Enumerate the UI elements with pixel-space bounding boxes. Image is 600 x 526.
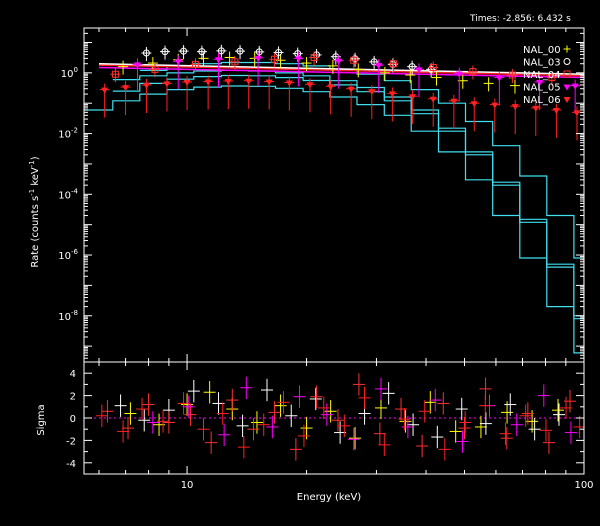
data-point <box>183 79 191 86</box>
times-label: Times: -2.856: 6.432 s <box>469 14 571 24</box>
data-point <box>408 63 416 71</box>
data-point <box>255 48 263 56</box>
data-point <box>161 48 169 56</box>
legend-marker <box>563 97 571 103</box>
data-point <box>133 62 141 69</box>
y-tick-label: 10-2 <box>58 127 78 141</box>
model-curve <box>112 74 584 332</box>
data-point <box>180 47 188 55</box>
legend-label: NAL_04 <box>523 70 561 81</box>
data-point <box>469 68 477 76</box>
data-point <box>351 55 359 63</box>
data-point <box>275 48 283 56</box>
model-line <box>98 62 584 75</box>
data-point <box>491 102 499 109</box>
y-tick-label: 10-8 <box>58 309 78 323</box>
data-point <box>536 79 544 86</box>
data-point <box>204 79 212 86</box>
data-point <box>375 63 383 70</box>
residual-y-tick-label: -2 <box>66 436 76 447</box>
data-point <box>508 71 516 79</box>
legend-marker <box>563 70 571 78</box>
x-axis-label: Energy (keV) <box>297 492 362 503</box>
data-point <box>511 104 519 111</box>
data-point <box>306 82 314 89</box>
x-tick-label: 100 <box>574 480 593 491</box>
data-point <box>142 49 150 57</box>
data-point <box>295 56 303 63</box>
data-point <box>548 74 556 82</box>
model-line <box>98 66 584 79</box>
model-curves <box>84 61 584 359</box>
residual-y-axis-label: Sigma <box>36 404 47 435</box>
data-point <box>231 58 239 66</box>
model-line <box>98 64 584 77</box>
legend-marker <box>563 84 571 91</box>
spectrum-data <box>99 44 582 141</box>
data-point <box>111 70 119 78</box>
data-point <box>389 60 397 68</box>
residual-data <box>84 373 584 461</box>
residual-y-tick-label: -4 <box>66 459 76 470</box>
y-tick-label: 100 <box>61 66 78 80</box>
data-point <box>415 67 423 74</box>
data-point <box>429 96 437 103</box>
residual-y-tick-label: 0 <box>70 414 76 425</box>
data-point <box>429 64 437 72</box>
data-point <box>409 94 417 101</box>
data-point <box>368 89 376 96</box>
data-point <box>571 83 579 90</box>
data-point <box>254 55 262 62</box>
legend-marker <box>563 58 571 65</box>
y-axis-label: Rate (counts s-1 keV-1) <box>28 156 41 267</box>
data-point <box>163 81 171 88</box>
data-point <box>310 54 318 62</box>
data-point <box>450 98 458 105</box>
data-point <box>265 79 273 86</box>
model-curve <box>139 61 584 350</box>
data-point <box>191 60 199 68</box>
data-point <box>245 78 253 85</box>
data-point <box>470 101 478 108</box>
data-point <box>455 71 463 78</box>
model-curve <box>84 85 584 359</box>
data-point <box>142 82 150 89</box>
data-point <box>101 87 109 94</box>
legend-label: NAL_00 <box>523 45 561 56</box>
data-point <box>495 75 503 82</box>
legend-label: NAL_06 <box>523 95 561 106</box>
y-tick-label: 10-6 <box>58 248 78 262</box>
data-point <box>174 59 182 66</box>
data-point <box>573 110 581 117</box>
x-tick-label: 10 <box>181 480 194 491</box>
y-tick-label: 10-4 <box>58 187 78 201</box>
data-point <box>389 60 397 68</box>
data-point <box>151 65 159 73</box>
residual-y-tick-label: 2 <box>70 392 76 403</box>
axes: 10 100 100 10-2 10-4 10-6 10-8 4 2 0 -2 -4 <box>58 27 594 491</box>
data-point <box>217 47 225 55</box>
data-point <box>552 107 560 114</box>
data-point <box>236 47 244 55</box>
data-point <box>427 65 435 73</box>
data-point <box>532 105 540 112</box>
data-point <box>224 78 232 85</box>
data-point <box>350 56 358 64</box>
data-point <box>122 85 130 92</box>
residual-y-tick-label: 4 <box>70 369 76 380</box>
legend-label: NAL_03 <box>523 58 561 69</box>
data-point <box>270 55 278 63</box>
data-point <box>198 48 206 56</box>
data-point <box>285 80 293 87</box>
data-point <box>388 91 396 98</box>
data-point <box>327 84 335 91</box>
data-point <box>347 86 355 93</box>
legend-label: NAL_05 <box>523 83 561 94</box>
data-point <box>335 58 343 65</box>
data-point <box>214 57 222 64</box>
